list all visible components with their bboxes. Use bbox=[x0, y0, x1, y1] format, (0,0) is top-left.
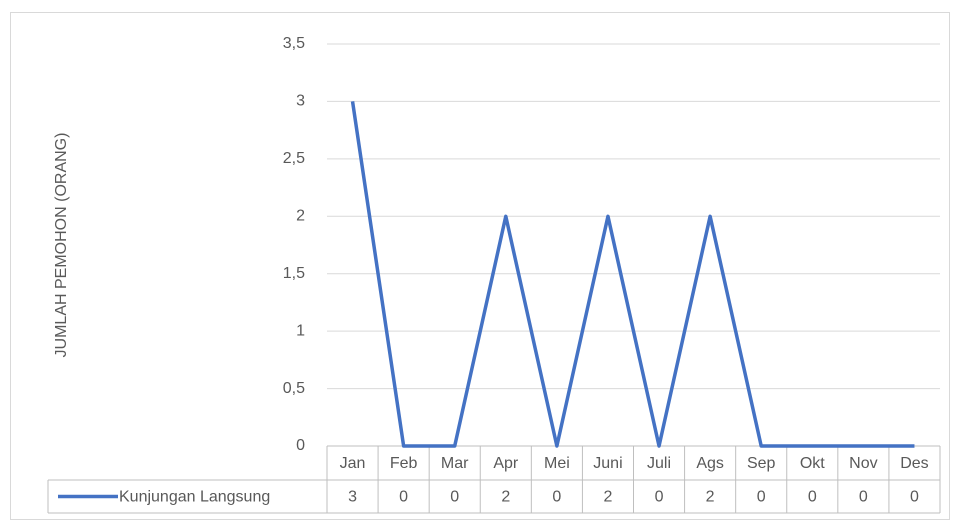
y-tick-label: 2,5 bbox=[283, 150, 305, 167]
x-tick-label: Nov bbox=[849, 455, 877, 472]
table-value: 0 bbox=[808, 489, 817, 506]
x-tick-label: Okt bbox=[800, 455, 825, 472]
chart-border bbox=[10, 12, 950, 520]
table-value: 0 bbox=[655, 489, 664, 506]
x-tick-label: Ags bbox=[696, 455, 724, 472]
x-tick-label: Feb bbox=[390, 455, 418, 472]
x-tick-label: Mar bbox=[441, 455, 469, 472]
x-tick-label: Juli bbox=[647, 455, 671, 472]
table-value: 3 bbox=[348, 489, 357, 506]
table-value: 0 bbox=[399, 489, 408, 506]
table-value: 0 bbox=[757, 489, 766, 506]
x-tick-label: Juni bbox=[593, 455, 622, 472]
table-value: 0 bbox=[552, 489, 561, 506]
table-value: 2 bbox=[501, 489, 510, 506]
x-tick-label: Mei bbox=[544, 455, 570, 472]
y-tick-label: 2 bbox=[296, 208, 305, 225]
table-value: 0 bbox=[859, 489, 868, 506]
x-tick-label: Jan bbox=[340, 455, 366, 472]
series-line bbox=[350, 101, 915, 448]
y-tick-label: 3 bbox=[296, 93, 305, 110]
table-value: 0 bbox=[450, 489, 459, 506]
x-tick-label: Sep bbox=[747, 455, 776, 472]
y-tick-label: 1 bbox=[296, 322, 305, 339]
y-tick-label: 3,5 bbox=[283, 35, 305, 52]
x-tick-label: Des bbox=[900, 455, 928, 472]
y-tick-label: 0 bbox=[296, 437, 305, 454]
table-value: 0 bbox=[910, 489, 919, 506]
table-value: 2 bbox=[706, 489, 715, 506]
table-value: 2 bbox=[604, 489, 613, 506]
y-tick-label: 1,5 bbox=[283, 265, 305, 282]
x-tick-label: Apr bbox=[493, 455, 519, 472]
y-axis-label: JUMLAH PEMOHON (ORANG) bbox=[53, 133, 70, 358]
legend-label: Kunjungan Langsung bbox=[119, 489, 270, 506]
y-tick-label: 0,5 bbox=[283, 380, 305, 397]
